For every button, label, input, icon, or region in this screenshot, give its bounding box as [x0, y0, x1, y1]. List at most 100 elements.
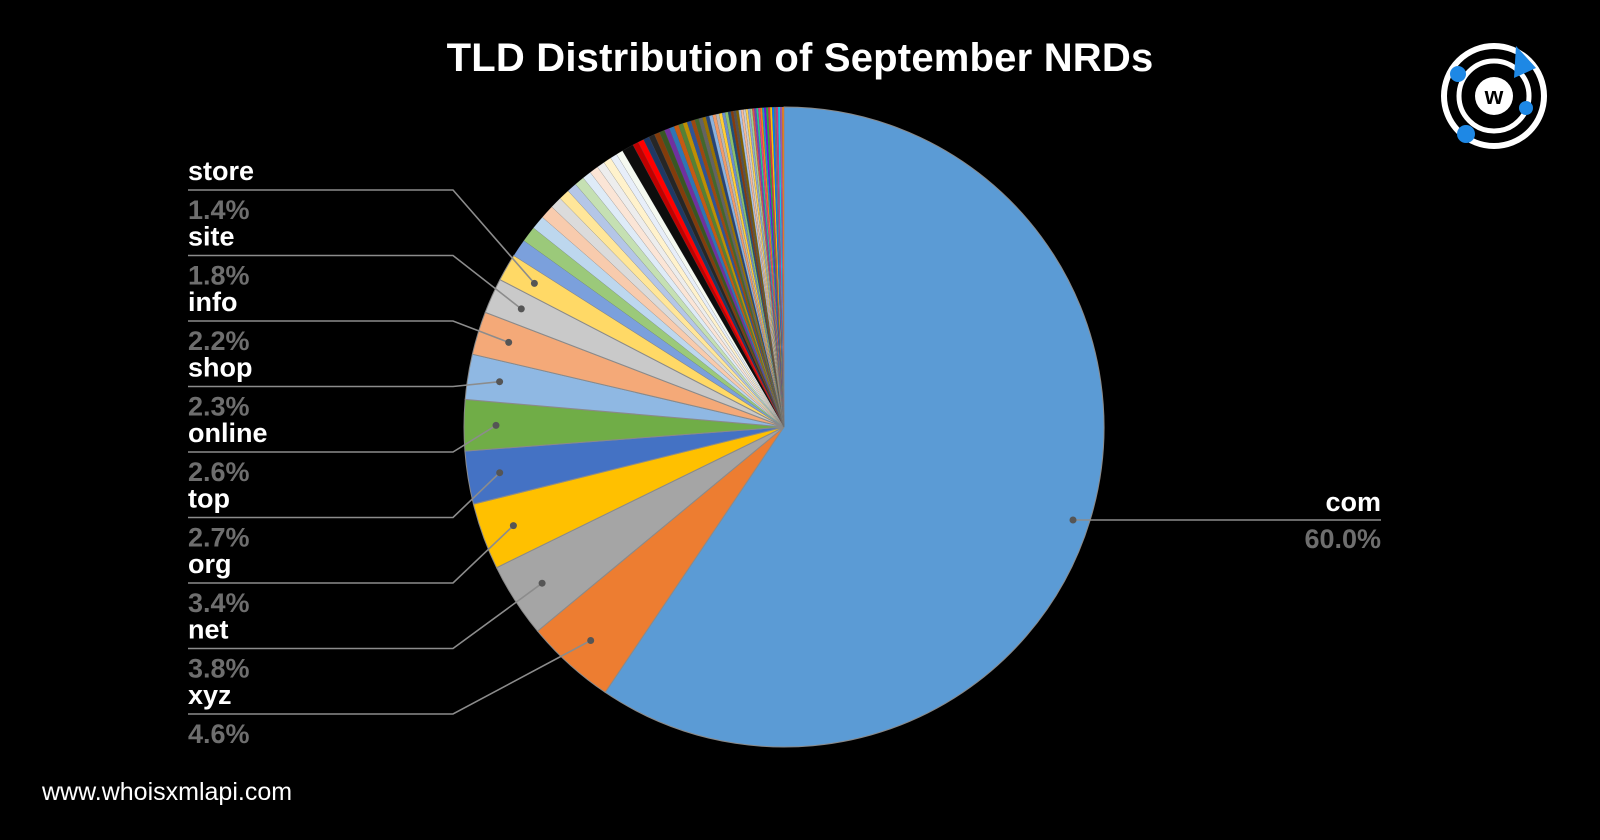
pie-slice-other-35 — [718, 112, 785, 428]
pie-slice-other-6 — [567, 183, 785, 428]
leader-line-org — [188, 525, 514, 584]
pie-slice-other-21 — [664, 128, 785, 428]
pie-slice-other-25 — [682, 121, 785, 428]
footer-url: www.whoisxmlapi.com — [42, 778, 293, 806]
leader-dot-site — [517, 305, 525, 313]
pie-slice-other-2 — [533, 216, 785, 428]
pie-slice-other-41 — [735, 110, 785, 428]
pie-slice-other-16 — [637, 139, 785, 428]
pie-slice-other-61 — [777, 106, 785, 428]
leader-dot-xyz — [587, 637, 595, 644]
leader-line-site — [188, 254, 522, 310]
pie-slice-other-12 — [610, 154, 785, 428]
leader-dot-shop — [496, 378, 504, 386]
pie-slice-other-39 — [730, 110, 785, 428]
pie-slice-other-44 — [743, 109, 785, 428]
pie-slice-other-5 — [559, 190, 785, 428]
leader-line-top — [188, 472, 501, 519]
pie-slice-other-24 — [678, 123, 785, 428]
pie-slice-other-49 — [753, 107, 785, 428]
pie-slice-other-8 — [582, 172, 785, 428]
slice-percent-store: 1.4% — [188, 195, 250, 225]
pie-slice-other-48 — [751, 108, 785, 428]
leader-dot-org — [509, 522, 517, 530]
leader-dot-store — [530, 279, 538, 287]
slice-label-xyz: xyz — [188, 680, 232, 710]
slice-percent-shop: 2.3% — [188, 392, 250, 422]
pie-slices — [463, 106, 1105, 748]
pie-slice-other-51 — [757, 107, 785, 428]
pie-slice-other-14 — [622, 144, 785, 428]
pie-slice-other-46 — [747, 108, 785, 428]
pie-slice-other-34 — [715, 113, 785, 428]
pie-slice-other-63 — [781, 106, 785, 428]
pie-slice-other-27 — [690, 119, 785, 428]
pie-slice-other-50 — [755, 107, 785, 428]
slice-label-top: top — [188, 484, 230, 514]
pie-slice-other-42 — [738, 109, 785, 428]
pie-slice-other-29 — [698, 117, 785, 428]
leader-line-info — [188, 320, 509, 344]
pie-slice-other-26 — [686, 120, 785, 428]
leader-dot-online — [492, 421, 500, 429]
pie-slice-other-60 — [775, 106, 785, 428]
slice-labels: store 1.4%site 1.8%info 2.2%shop 2.3%online 2… — [188, 156, 1381, 749]
pie-slice-other-45 — [745, 108, 785, 428]
leader-line-store — [188, 189, 536, 284]
pie-slice-other-32 — [708, 114, 785, 428]
pie-slice-other-28 — [694, 118, 785, 428]
pie-slice-other-57 — [769, 107, 785, 428]
leader-dot-net — [538, 579, 546, 587]
slice-label-online: online — [188, 418, 268, 448]
pie-slice-store — [499, 254, 785, 428]
pie-slice-other-17 — [643, 136, 785, 428]
pie-slice-other-58 — [771, 106, 785, 428]
pie-slice-other-59 — [773, 106, 785, 428]
pie-slice-other-13 — [616, 150, 785, 428]
pie-slice-other-37 — [724, 111, 785, 428]
slice-percent-site: 1.8% — [188, 261, 250, 291]
whoisxmlapi-logo-icon: w — [1436, 38, 1552, 154]
slice-percent-org: 3.4% — [188, 588, 250, 618]
leader-dot-com — [1069, 516, 1077, 524]
pie-slice-other-52 — [759, 107, 785, 428]
slice-label-net: net — [188, 615, 229, 645]
pie-slice-other-30 — [702, 116, 785, 428]
leader-line-xyz — [188, 639, 592, 715]
pie-slice-other-9 — [589, 166, 785, 428]
slice-label-site: site — [188, 222, 235, 252]
leader-dot-info — [505, 338, 513, 346]
svg-text:w: w — [1484, 83, 1504, 110]
slice-percent-top: 2.7% — [188, 523, 250, 553]
slice-percent-com: 60.0% — [1304, 524, 1381, 554]
leader-dot-top — [496, 469, 504, 477]
pie-slice-other-55 — [765, 107, 785, 428]
pie-slice-other-31 — [705, 115, 785, 428]
pie-slice-other-23 — [673, 124, 785, 428]
pie-slice-other-3 — [542, 206, 785, 428]
pie-slice-other-40 — [733, 110, 785, 428]
pie-slice-other-36 — [721, 112, 785, 428]
pie-slice-other-15 — [632, 141, 785, 428]
pie-slice-other-19 — [654, 131, 785, 428]
slice-label-shop: shop — [188, 353, 253, 383]
pie-slice-other-10 — [597, 162, 785, 428]
leader-line-shop — [188, 380, 500, 388]
slice-label-info: info — [188, 287, 237, 317]
pie-slice-other-38 — [727, 111, 785, 428]
pie-slice-other-22 — [669, 126, 785, 428]
pie-slice-other-20 — [659, 129, 785, 428]
pie-slice-other-0 — [513, 240, 785, 428]
leader-line-online — [188, 424, 497, 453]
pie-slice-other-18 — [648, 134, 785, 428]
pie-slice-other-4 — [551, 198, 785, 428]
pie-slice-other-33 — [712, 114, 785, 428]
slice-label-store: store — [188, 156, 254, 186]
slice-percent-net: 3.8% — [188, 654, 250, 684]
slice-percent-xyz: 4.6% — [188, 719, 250, 749]
pie-slice-other-62 — [779, 106, 785, 428]
pie-slice-other-1 — [523, 227, 785, 428]
slice-percent-info: 2.2% — [188, 326, 250, 356]
pie-slice-other-56 — [767, 107, 785, 428]
leader-lines — [188, 189, 1381, 715]
